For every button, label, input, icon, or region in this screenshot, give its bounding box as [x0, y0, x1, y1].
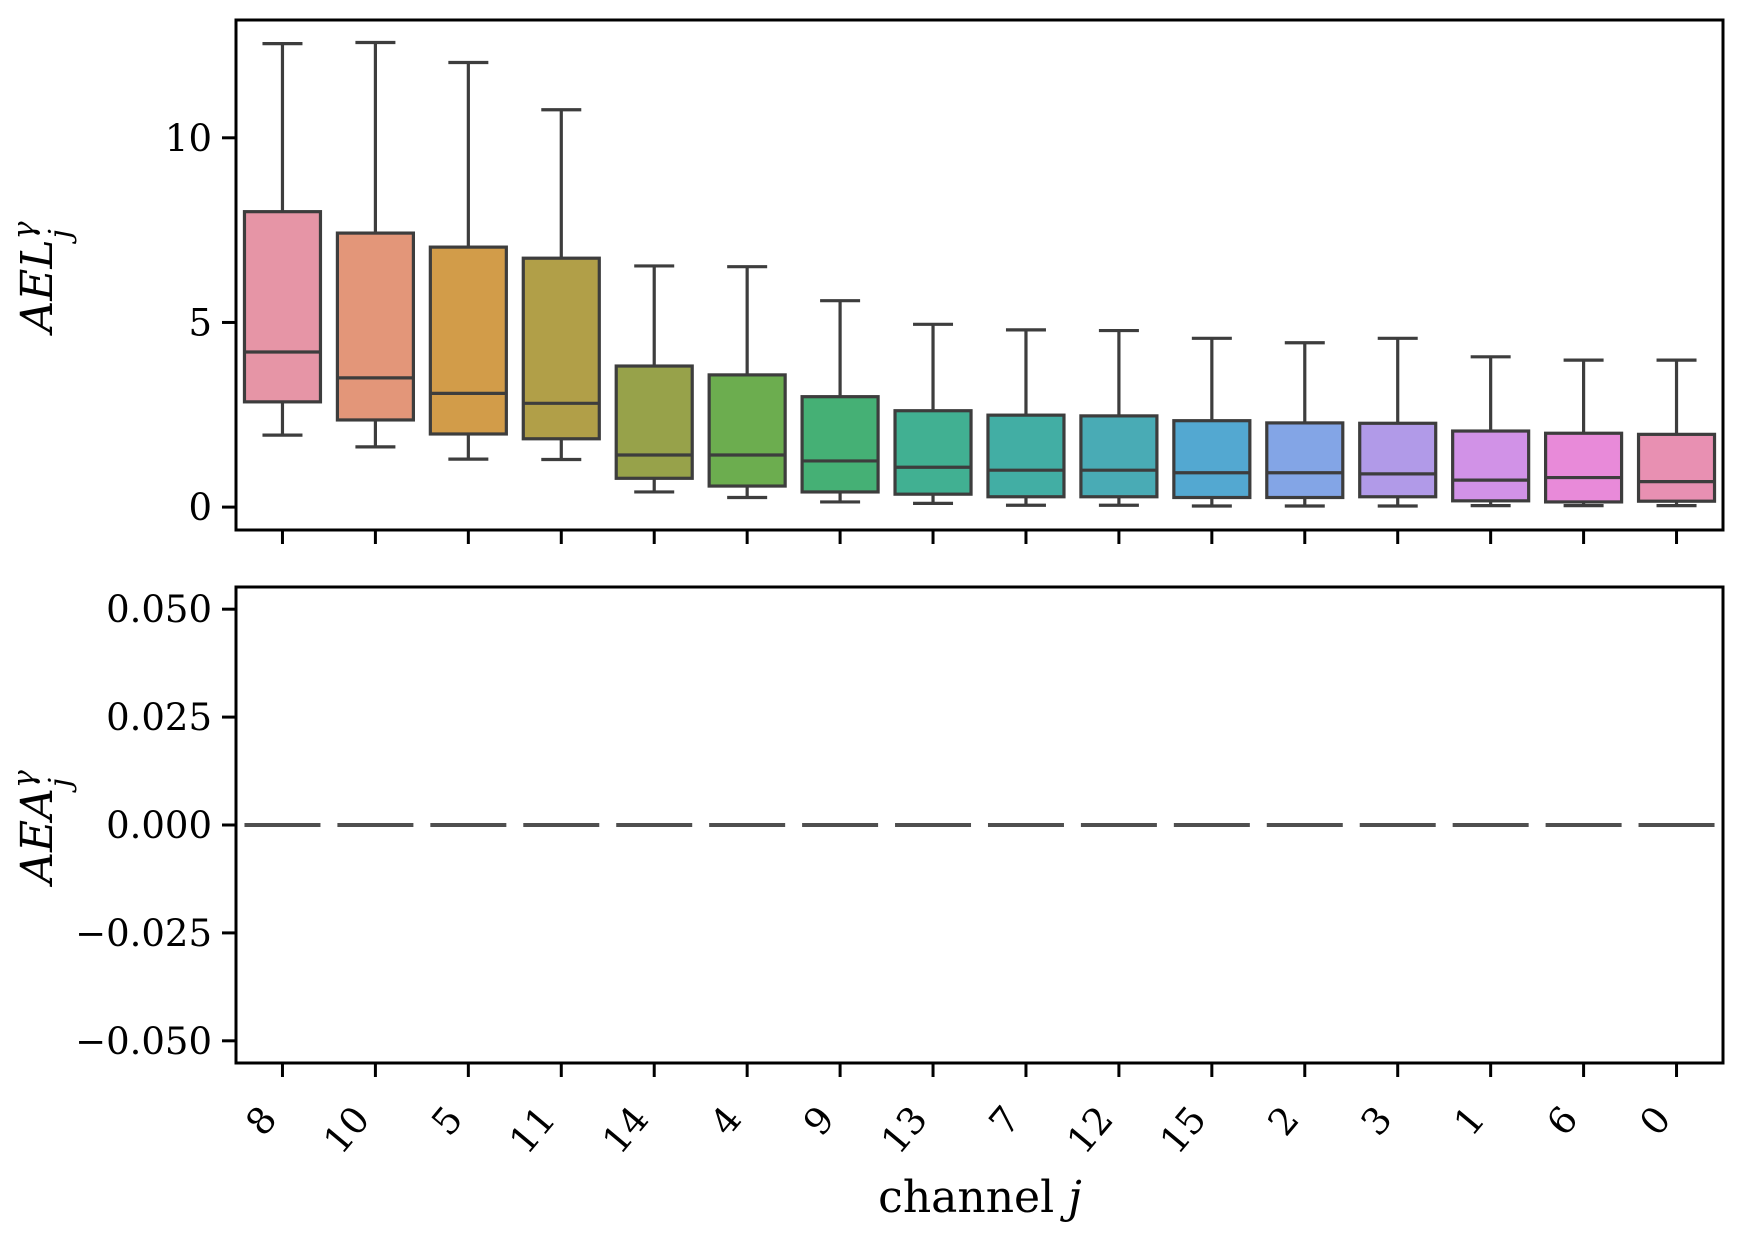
iqr-box — [1358, 421, 1438, 499]
axes-ael-spines — [234, 18, 1725, 532]
iqr-box — [1451, 429, 1531, 503]
iqr-box — [707, 373, 787, 488]
iqr-box — [1543, 431, 1624, 504]
y-tick-label-ael-5: 5 — [188, 301, 212, 344]
y-tick-label-aea-0.025: 0.025 — [106, 696, 212, 739]
iqr-box — [893, 409, 973, 496]
box-channel-0 — [1636, 358, 1717, 508]
iqr-box — [1636, 432, 1717, 503]
axes-ael-boxes — [242, 40, 1717, 508]
iqr-box — [986, 413, 1066, 499]
box-channel-12 — [1079, 328, 1159, 507]
box-channel-13 — [893, 322, 973, 506]
iqr-box — [614, 364, 694, 480]
box-channel-8 — [242, 42, 323, 437]
iqr-box — [335, 231, 416, 422]
box-channel-3 — [1358, 336, 1438, 508]
y-tick-label-aea-−0.050: −0.050 — [75, 1020, 212, 1063]
box-channel-6 — [1543, 358, 1624, 508]
y-tick-label-ael-0: 0 — [188, 486, 212, 529]
box-channel-9 — [800, 299, 880, 504]
box-channel-5 — [428, 60, 508, 461]
box-channel-1 — [1451, 355, 1531, 508]
iqr-box — [428, 245, 508, 436]
iqr-box — [1079, 414, 1159, 499]
iqr-box — [1265, 421, 1345, 500]
axes-ael-ticks: 0 5 10 — [165, 117, 1679, 544]
x-axis-label: channel j — [878, 1172, 1082, 1223]
box-channel-14 — [614, 264, 694, 494]
y-tick-label-aea-0.050: 0.050 — [106, 588, 212, 631]
box-channel-11 — [521, 108, 601, 462]
y-tick-label-aea-−0.025: −0.025 — [75, 912, 212, 955]
box-channel-15 — [1172, 336, 1252, 508]
iqr-box — [521, 256, 601, 441]
box-channel-7 — [986, 328, 1066, 507]
iqr-box — [1172, 419, 1252, 500]
y-tick-label-aea-0.000: 0.000 — [106, 804, 212, 847]
iqr-box — [242, 210, 323, 404]
box-channel-10 — [335, 40, 416, 449]
box-channel-4 — [707, 265, 787, 500]
y-tick-label-ael-10: 10 — [165, 117, 212, 160]
iqr-box — [800, 395, 880, 494]
box-channel-2 — [1265, 341, 1345, 508]
